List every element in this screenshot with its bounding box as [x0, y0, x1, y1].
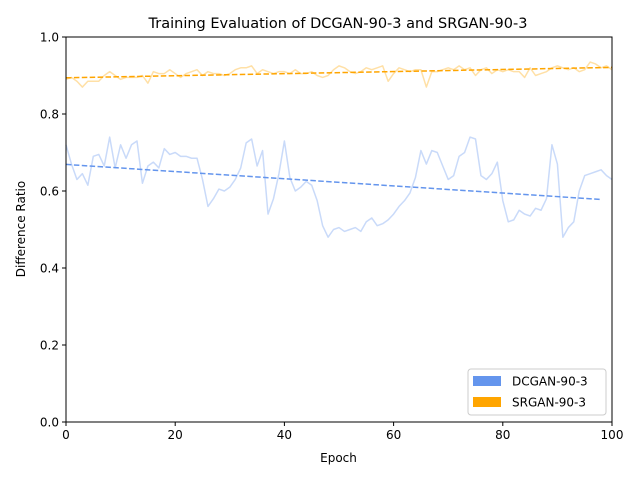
x-tick-label: 60	[386, 428, 401, 442]
x-tick-label: 20	[168, 428, 183, 442]
series-line-srgan-90-3	[65, 61, 613, 88]
trend-line-srgan-90-3	[65, 66, 613, 79]
y-tick-label: 0.6	[40, 185, 59, 199]
trend-line-dcgan-90-3	[65, 163, 602, 201]
axes: 0 20 40 60 80 100 0.0 0.2 0.4 0.6 0.8 1.0	[40, 31, 624, 443]
y-tick-label: 0.4	[40, 262, 59, 276]
chart-title: Training Evaluation of DCGAN-90-3 and SR…	[148, 16, 528, 32]
x-axis-title: Epoch	[320, 451, 357, 465]
series-line-dcgan-90-3	[65, 136, 613, 238]
legend-swatch-dcgan-90-3	[473, 376, 501, 386]
x-tick-label: 0	[62, 428, 70, 442]
legend-label-srgan-90-3: SRGAN-90-3	[512, 396, 586, 410]
plot-area	[65, 61, 613, 238]
axes-frame	[65, 36, 613, 423]
legend-swatch-srgan-90-3	[473, 397, 501, 407]
y-tick-label: 0.2	[40, 339, 59, 353]
y-tick-label: 1.0	[40, 31, 59, 45]
x-tick-label: 100	[601, 428, 624, 442]
x-tick-label: 40	[277, 428, 292, 442]
y-tick-label: 0.8	[40, 108, 59, 122]
y-axis-title: Difference Ratio	[14, 181, 28, 278]
legend: DCGAN-90-3 SRGAN-90-3	[467, 368, 607, 416]
legend-label-dcgan-90-3: DCGAN-90-3	[512, 375, 588, 389]
x-tick-label: 80	[495, 428, 510, 442]
y-tick-label: 0.0	[40, 416, 59, 430]
legend-box	[467, 368, 607, 416]
